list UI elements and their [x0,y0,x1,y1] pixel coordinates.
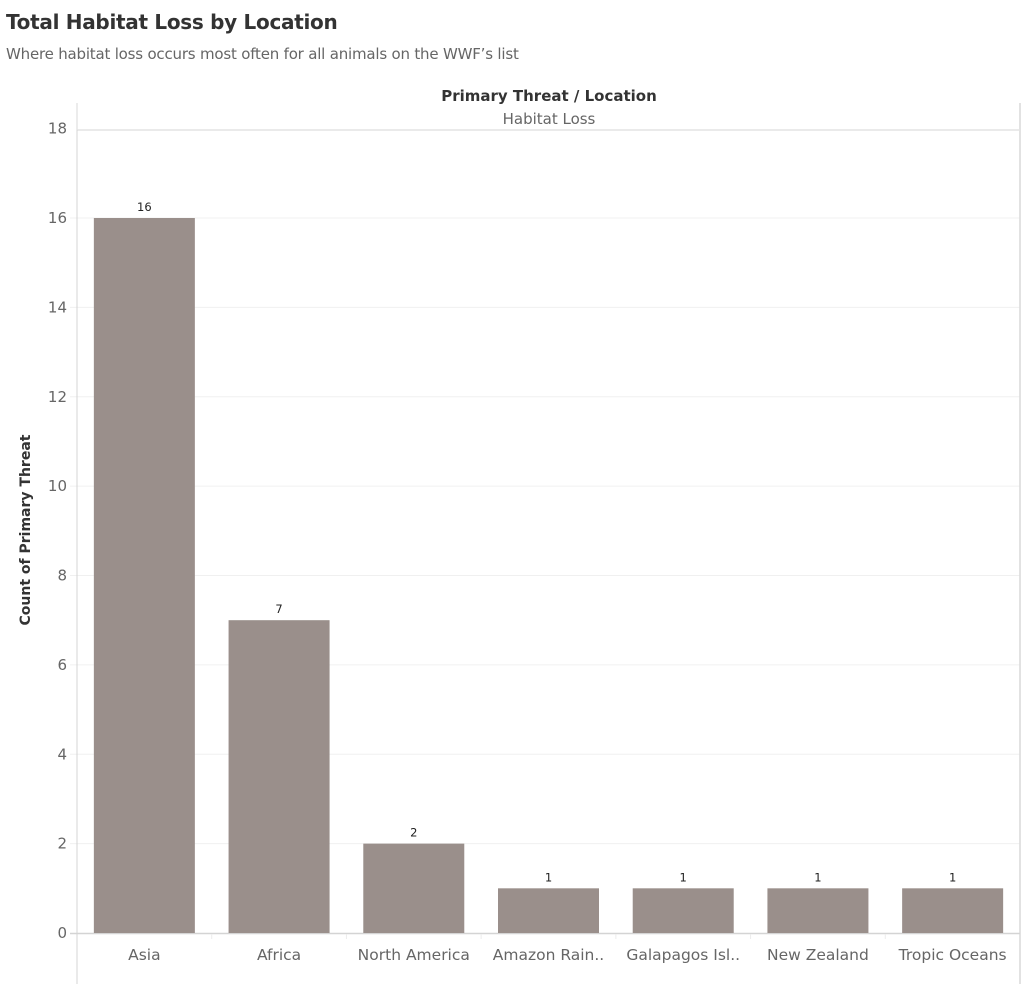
x-category-label: Tropic Oceans [898,946,1007,964]
x-category-label: Galapagos Isl.. [626,946,740,964]
chart-title: Total Habitat Loss by Location [6,10,338,34]
column-header-value: Habitat Loss [503,110,596,128]
data-label: 1 [949,870,956,884]
bar-north-america [363,843,465,933]
data-label: 2 [410,826,417,840]
y-tick-label: 10 [48,477,67,495]
data-label: 1 [545,870,552,884]
data-label: 7 [275,602,282,616]
bar-tropic-oceans [902,888,1004,933]
y-tick-label: 2 [57,835,67,853]
data-labels: 16 7 2 1 1 1 1 [137,200,956,884]
x-category-label: North America [358,946,470,964]
y-tick-label: 8 [57,567,67,585]
y-tick-label: 0 [57,924,67,942]
chart-subtitle: Where habitat loss occurs most often for… [6,45,519,63]
bars [93,218,1004,933]
y-axis-label: Count of Primary Threat [18,434,34,625]
x-category-label: Africa [257,946,301,964]
bar-amazon-rain [498,888,599,933]
data-label: 1 [680,870,687,884]
chart-frame [70,103,1021,984]
y-tick-label: 16 [48,209,67,227]
bar-galapagos-isl [632,888,734,933]
data-label: 1 [814,870,821,884]
bar-africa [228,620,330,933]
y-tick-label: 12 [48,388,67,406]
x-category-label: New Zealand [767,946,869,964]
bar-new-zealand [767,888,869,933]
y-axis-ticks: 0 2 4 6 8 10 12 14 16 18 [48,120,67,942]
x-category-label: Asia [128,946,160,964]
gridlines [70,217,1020,845]
y-tick-label: 14 [48,298,67,316]
data-label: 16 [137,200,152,214]
y-tick-label: 18 [48,120,67,138]
x-category-label: Amazon Rain.. [493,946,604,964]
x-axis-categories: Asia Africa North America Amazon Rain.. Gala… [128,946,1007,964]
bar-asia [93,218,195,933]
column-header-title: Primary Threat / Location [441,87,657,105]
y-tick-label: 4 [57,745,67,763]
y-tick-label: 6 [57,656,67,674]
